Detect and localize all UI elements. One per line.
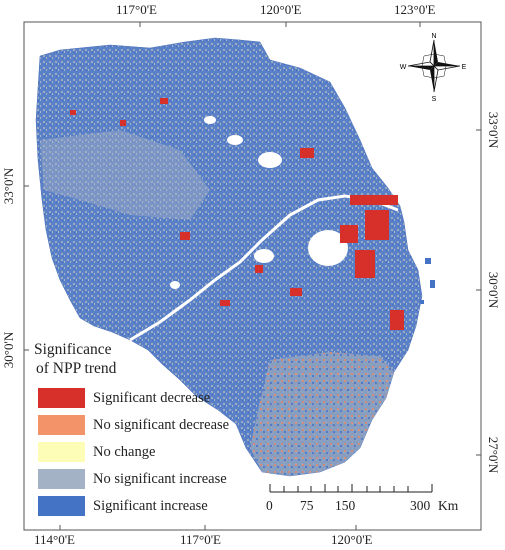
scale-bar: [269, 484, 433, 493]
gray-area: [40, 130, 210, 220]
map-frame: [23, 21, 482, 531]
bottom-tick-117: 117°0'E: [180, 532, 221, 547]
legend-swatch: [38, 442, 85, 462]
legend-title-line2: of NPP trend: [36, 360, 117, 377]
axis-ticks: [24, 22, 481, 530]
west-label: W: [400, 64, 407, 71]
top-tick-123: 123°0'E: [394, 2, 436, 17]
east-label: E: [462, 64, 467, 71]
top-tick-117: 117°0'E: [116, 2, 157, 17]
legend-swatch: [38, 469, 85, 489]
right-tick-30: 30°0'N: [486, 271, 501, 309]
right-tick-33: 33°0'N: [486, 111, 501, 149]
left-tick-33: 33°0'N: [1, 167, 16, 205]
scale-label-0: 0: [266, 498, 273, 513]
scale-unit: Km: [438, 498, 459, 513]
legend-item-no-change: No change: [38, 441, 155, 463]
north-arrow-icon: N S E W: [400, 33, 467, 103]
north-label: N: [431, 33, 436, 40]
scale-label-75: 75: [300, 498, 314, 513]
legend-item-significant-decrease: Significant decrease: [38, 387, 210, 409]
scale-label-150: 150: [335, 498, 356, 513]
bottom-tick-120: 120°0'E: [331, 532, 373, 547]
scale-label-300: 300: [410, 498, 431, 513]
bottom-tick-114: 114°0'E: [34, 532, 75, 547]
legend-swatch: [38, 415, 85, 435]
southern-mixed-area: [250, 352, 394, 476]
legend-label: Significant increase: [93, 497, 208, 514]
water-bodies: [170, 116, 348, 289]
south-label: S: [432, 96, 437, 103]
legend-item-no-significant-decrease: No significant decrease: [38, 414, 229, 436]
legend-label: No change: [93, 443, 156, 460]
top-tick-120: 120°0'E: [260, 2, 302, 17]
legend-label: No significant increase: [93, 470, 227, 487]
decrease-patches: [70, 98, 404, 330]
legend-swatch: [38, 496, 85, 516]
legend-title-line1: Significance: [34, 341, 112, 358]
legend-item-significant-increase: Significant increase: [38, 495, 208, 517]
legend-label: No significant decrease: [93, 416, 230, 433]
legend-item-no-significant-increase: No significant increase: [38, 468, 227, 490]
legend-label: Significant decrease: [93, 389, 211, 406]
left-tick-30: 30°0'N: [1, 331, 16, 369]
right-tick-27: 27°0'N: [486, 436, 501, 474]
eastern-islands: [420, 258, 435, 304]
legend-title: Significance of NPP trend: [34, 340, 116, 378]
legend-swatch: [38, 388, 85, 408]
